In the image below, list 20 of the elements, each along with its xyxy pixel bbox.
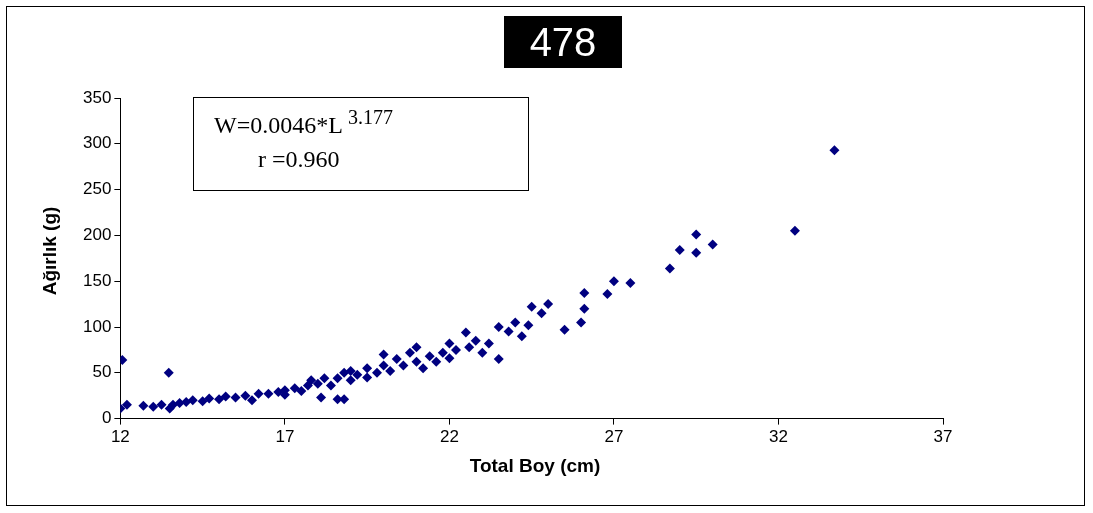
y-tick-label: 50 [92, 362, 112, 382]
annotation: r =0.960 [258, 146, 340, 173]
y-axis-title: Ağırlık (g) [39, 205, 61, 298]
y-tick-label: 0 [101, 408, 112, 428]
y-tick-label: 100 [82, 316, 112, 336]
x-tick-label: 27 [604, 427, 624, 447]
y-tick-label: 200 [82, 225, 112, 245]
annotation: W=0.0046*L $^{3.177}$ [214, 106, 393, 139]
y-tick-label: 250 [82, 179, 112, 199]
chart-title: 478 [504, 16, 622, 68]
x-tick-label: 12 [110, 427, 130, 447]
x-axis-title: Total Boy (cm) [468, 455, 602, 477]
x-tick-label: 22 [439, 427, 459, 447]
y-tick-label: 350 [82, 87, 112, 107]
x-tick-label: 17 [275, 427, 295, 447]
y-tick-label: 300 [82, 133, 112, 153]
text-box: W=0.0046*L $^{3.177}$ r =0.960 [193, 97, 529, 191]
x-tick-label: 37 [933, 427, 953, 447]
x-tick-label: 32 [769, 427, 788, 447]
y-tick-label: 150 [82, 270, 112, 290]
